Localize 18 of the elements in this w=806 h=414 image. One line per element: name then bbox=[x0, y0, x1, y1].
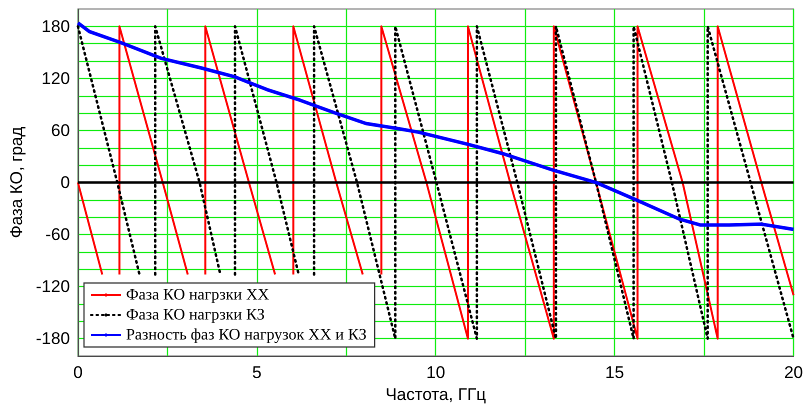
x-tick-label: 20 bbox=[784, 363, 804, 382]
legend-label: Фаза КО нагрзки КЗ bbox=[126, 306, 265, 324]
legend-label: Разность фаз КО нагрузок ХХ и КЗ bbox=[126, 326, 367, 344]
y-tick-label: -180 bbox=[36, 329, 70, 348]
x-tick-label: 0 bbox=[73, 363, 83, 382]
y-tick-label: -120 bbox=[36, 277, 70, 296]
y-tick-label: -60 bbox=[45, 225, 70, 244]
y-tick-label: 60 bbox=[51, 120, 70, 140]
x-tick-label: 10 bbox=[426, 363, 446, 382]
y-tick-label: 0 bbox=[60, 173, 70, 192]
x-tick-label: 15 bbox=[605, 363, 624, 382]
y-tick-label: 180 bbox=[42, 16, 70, 36]
y-tick-label: 120 bbox=[42, 68, 70, 88]
y-axis-title: Фаза КО, град bbox=[7, 126, 26, 238]
legend-label: Фаза КО нагрзки ХХ bbox=[126, 286, 270, 304]
x-tick-label: 5 bbox=[252, 363, 262, 382]
x-axis-title: Частота, ГГц bbox=[385, 385, 486, 404]
line-series bbox=[76, 21, 796, 232]
